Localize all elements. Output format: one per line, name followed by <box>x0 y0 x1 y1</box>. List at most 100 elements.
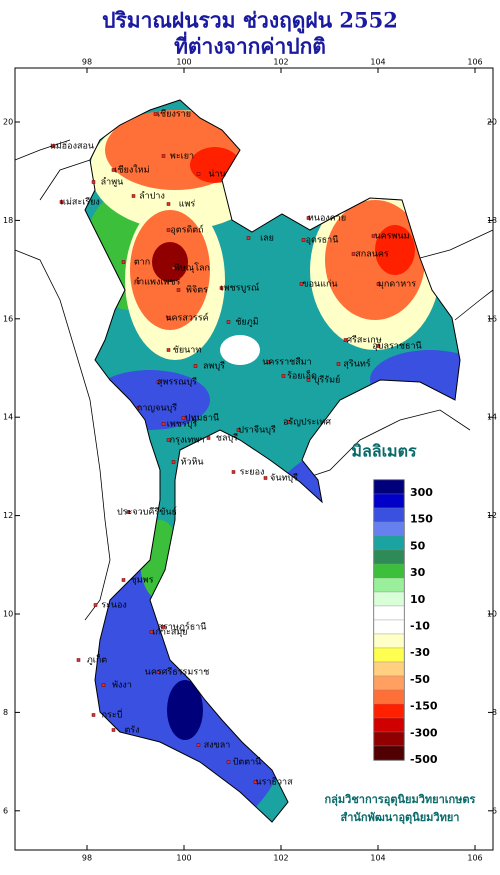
place-label: พังงา <box>112 681 132 691</box>
place-label: ประจวบคีรีขันธ์ <box>117 506 177 518</box>
lat-tick-label: 10 <box>487 610 497 619</box>
place-label: อุดรธานี <box>306 235 339 246</box>
legend-swatch <box>373 563 405 579</box>
station <box>193 364 198 368</box>
station <box>149 630 154 634</box>
place-label: สุรินทร์ <box>343 358 370 370</box>
station <box>166 228 171 232</box>
station <box>351 252 356 256</box>
station <box>101 683 106 687</box>
legend-swatch <box>373 717 405 733</box>
lat-tick-label: 6 <box>3 806 8 815</box>
legend-label: -500 <box>410 753 438 766</box>
credit: กลุ่มวิชาการอุตุนิยมวิทยาเกษตร <box>325 793 476 807</box>
station <box>306 378 311 382</box>
place-label: จันทบุรี <box>270 473 298 484</box>
station <box>281 374 286 378</box>
legend-label: -300 <box>410 726 438 739</box>
station <box>226 760 231 764</box>
legend-swatch <box>373 535 405 551</box>
place-label: พะเยา <box>170 152 194 162</box>
station <box>246 236 251 240</box>
lon-tick-label: 104 <box>370 58 385 67</box>
station <box>166 348 171 352</box>
place-label: ชุมพร <box>131 576 154 586</box>
station <box>171 460 176 464</box>
legend-swatch <box>373 633 405 649</box>
place-label: หัวหิน <box>180 457 203 468</box>
station <box>59 200 64 204</box>
station <box>176 288 181 292</box>
lon-tick-label: 102 <box>273 58 288 67</box>
station <box>161 625 166 629</box>
legend-swatch <box>373 703 405 719</box>
lat-tick-label: 20 <box>487 118 497 127</box>
place-label: ลำปาง <box>139 191 165 202</box>
place-label: มุกดาหาร <box>378 280 416 290</box>
station <box>91 713 96 717</box>
station <box>376 282 381 286</box>
station <box>286 420 291 424</box>
station <box>166 202 171 206</box>
station <box>136 280 141 284</box>
station <box>136 406 141 410</box>
place-label: นครสวรรค์ <box>165 312 208 324</box>
station <box>226 320 231 324</box>
legend-swatch <box>373 689 405 705</box>
lon-tick-label: 100 <box>176 58 191 67</box>
lat-tick-label: 6 <box>492 806 497 815</box>
lon-tick-label: 100 <box>176 854 191 863</box>
place-label: นครศรีธรรมราช <box>145 667 210 678</box>
legend-swatch <box>373 479 405 495</box>
place-label: กาญจนบุรี <box>137 403 177 414</box>
lat-tick-label: 10 <box>3 610 13 619</box>
place-label: เพชรบุรี <box>167 419 198 430</box>
place-label: นครพนม <box>374 232 409 242</box>
borders <box>14 139 494 621</box>
place-label: สุราษฎร์ธานี <box>158 621 207 633</box>
legend-swatch <box>373 493 405 509</box>
place-label: ภูเก็ต <box>87 653 107 666</box>
legend-label: 150 <box>410 513 433 526</box>
place-label: เชียงราย <box>157 109 191 120</box>
title: ปริมาณฝนรวม ช่วงฤดูฝน 2552 <box>102 8 398 35</box>
station <box>166 438 171 442</box>
legend-swatch <box>373 647 405 663</box>
station <box>126 510 131 514</box>
lat-tick-label: 18 <box>3 216 13 225</box>
place-label: พิษณุโลก <box>174 263 210 274</box>
lon-tick-label: 106 <box>467 58 482 67</box>
place-label: ปราจีนบุรี <box>238 425 276 436</box>
place-label: ศรีสะเกษ <box>346 335 381 346</box>
station <box>266 360 271 364</box>
station <box>206 436 211 440</box>
lon-tick-label: 102 <box>273 854 288 863</box>
place-label: ปัตตานี <box>233 757 262 768</box>
place-label: ชลบุรี <box>216 433 238 444</box>
station <box>156 380 161 384</box>
place-label: สุพรรณบุรี <box>157 377 197 388</box>
station <box>93 603 98 607</box>
station <box>343 338 348 342</box>
credit: สำนักพัฒนาอุตุนิยมวิทยา <box>341 811 460 825</box>
lon-tick-label: 104 <box>370 854 385 863</box>
station <box>111 168 116 172</box>
place-label: เกาะสมุย <box>152 628 187 638</box>
place-label: นครราชสีมา <box>262 357 311 368</box>
legend-swatch <box>373 507 405 523</box>
place-label: กรุงเทพฯ <box>170 436 205 446</box>
station <box>166 316 171 320</box>
lon-tick-label: 98 <box>82 854 92 863</box>
lat-tick-label: 8 <box>492 708 497 717</box>
place-label: กำแพงเพชร <box>134 277 181 288</box>
legend-label: -150 <box>410 700 438 713</box>
legend-label: -10 <box>410 620 430 633</box>
station <box>231 470 236 474</box>
station <box>121 578 126 582</box>
station <box>196 743 201 747</box>
station <box>111 728 116 732</box>
title: ที่ต่างจากค่าปกติ <box>174 31 326 59</box>
station <box>181 416 186 420</box>
legend-label: 30 <box>410 566 426 579</box>
